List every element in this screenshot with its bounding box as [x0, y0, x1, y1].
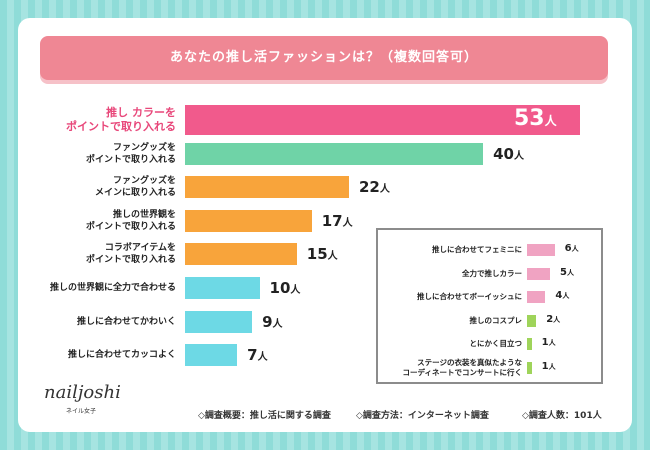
data-label: 9人 — [262, 312, 283, 331]
chart-title: あなたの推し活ファッションは？（複数回答可） — [169, 50, 478, 65]
logo-text: nailjoshi — [44, 382, 121, 403]
inset-category-label: 推しに合わせてボーイッシュに — [417, 292, 522, 302]
inset-category-label: ステージの衣装を真似たような コーディネートでコンサートに行く — [402, 358, 522, 377]
bar — [185, 310, 253, 333]
category-label: ファングッズを ポイントで取り入れる — [85, 142, 176, 165]
category-label: ファングッズを メインに取り入れる — [94, 176, 176, 199]
footer-survey-method: ◇調査方法：インターネット調査 — [356, 411, 489, 421]
inset-data-label: 4人 — [555, 290, 570, 302]
inset-data-label: 1人 — [541, 361, 556, 372]
inset-bar-chart: 推しに合わせてフェミニに 6人全力で推しカラー 5人推しに合わせてボーイッシュに 4人… — [376, 228, 603, 384]
bar — [185, 277, 260, 299]
title-bar: あなたの推し活ファッションは？（複数回答可） — [40, 36, 608, 80]
footer-respondents: ◇調査人数：101人 — [522, 411, 602, 421]
inset-bar — [527, 338, 532, 351]
bar — [185, 105, 580, 135]
bar — [185, 344, 238, 367]
data-label: 22人 — [358, 178, 390, 197]
inset-bar — [527, 291, 546, 304]
category-label: 推しに合わせてかわいく — [76, 316, 176, 327]
category-label: 推しの世界観に全力で合わせる — [49, 283, 176, 293]
inset-bar — [527, 267, 550, 280]
category-label: 推しの世界観を ポイントで取り入れる — [85, 209, 176, 232]
category-label: 推し カラーを ポイントで取り入れる — [66, 106, 176, 133]
data-label: 17人 — [321, 211, 353, 230]
inset-category-label: 推しに合わせてフェミニに — [432, 245, 522, 254]
inset-data-label: 5人 — [560, 266, 574, 278]
category-label: 推しに合わせてカッコよく — [67, 350, 176, 361]
inset-category-label: 推しのコスプレ — [469, 315, 523, 325]
bar — [185, 176, 349, 199]
inset-category-label: とにかく目立つ — [469, 339, 523, 349]
inset-data-label: 2人 — [546, 313, 561, 325]
inset-data-label: 6人 — [564, 243, 579, 254]
data-label: 10人 — [269, 279, 301, 297]
inset-bar — [527, 362, 532, 374]
category-label: コラボアイテムを ポイントで取り入れる — [85, 243, 176, 266]
data-label: 7人 — [247, 346, 268, 365]
bar — [185, 209, 312, 232]
inset-bar — [527, 314, 537, 327]
data-label: 15人 — [306, 245, 338, 264]
logo-subtitle: ネイル女子 — [66, 408, 97, 415]
data-label: 53人 — [514, 106, 557, 131]
inset-category-label: 全力で推しカラー — [462, 268, 522, 278]
bar — [185, 142, 484, 165]
inset-data-label: 1人 — [541, 337, 556, 349]
inset-bar — [527, 244, 555, 256]
bar — [185, 243, 297, 266]
data-label: 40人 — [493, 144, 524, 163]
footer-survey-summary: ◇調査概要：推し活に関する調査 — [198, 411, 331, 421]
